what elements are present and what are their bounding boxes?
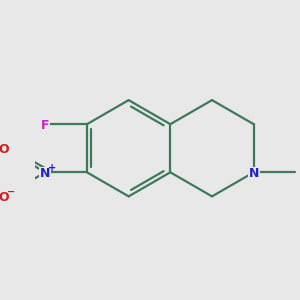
Text: +: + <box>48 163 56 173</box>
Text: O: O <box>0 143 9 156</box>
Text: N: N <box>40 167 50 180</box>
Text: −: − <box>7 187 15 197</box>
Text: O: O <box>0 191 9 204</box>
Text: N: N <box>248 167 259 180</box>
Text: F: F <box>41 119 50 132</box>
